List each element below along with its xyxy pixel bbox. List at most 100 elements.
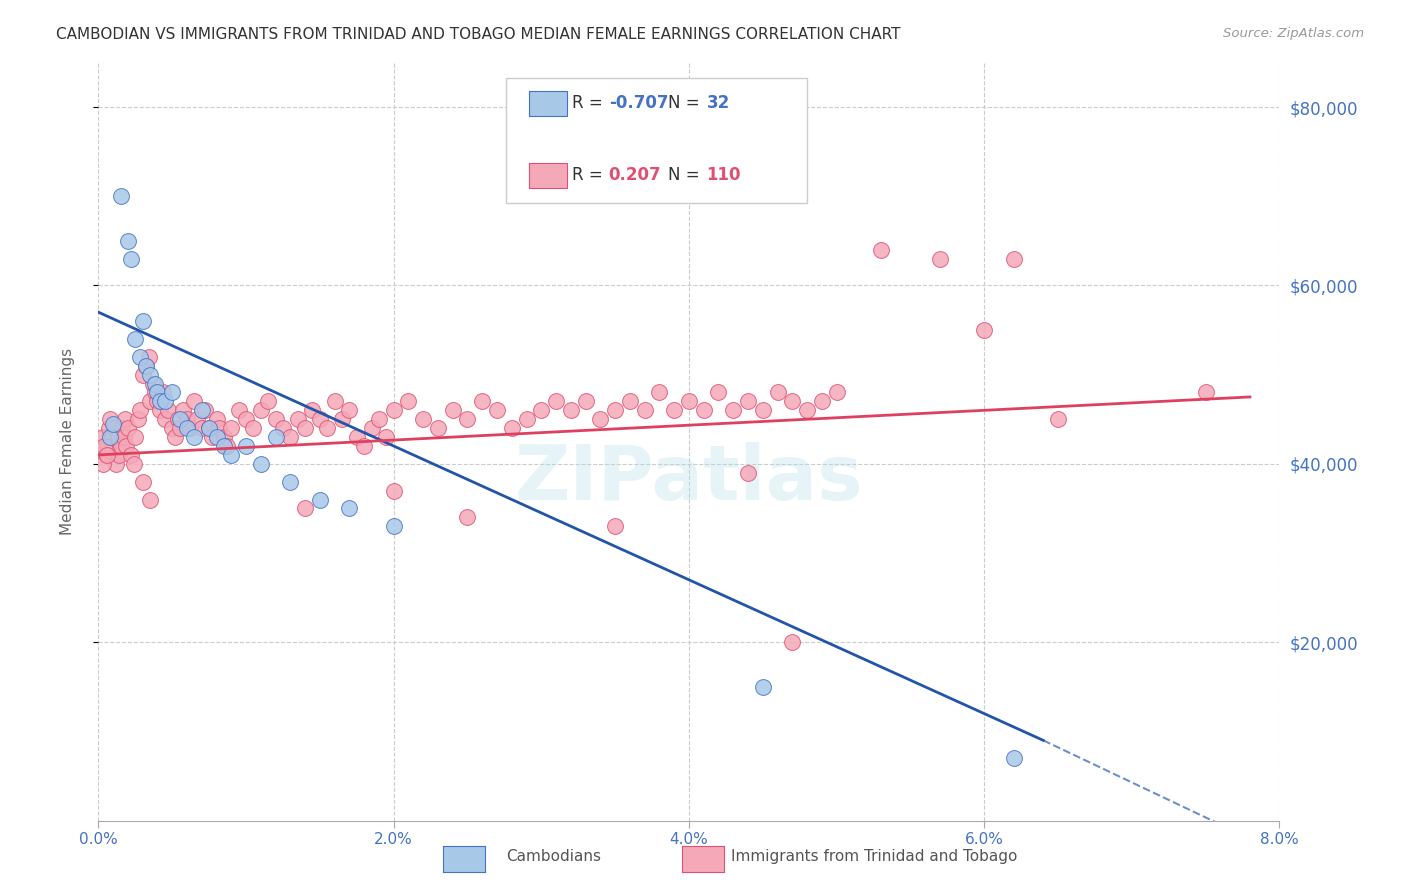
Point [205, 412, 228, 426]
Point [149, 394, 172, 409]
Point [530, 403, 553, 417]
Point [486, 403, 509, 417]
Point [382, 403, 405, 417]
Point [471, 394, 494, 409]
Point [353, 439, 375, 453]
Point [132, 314, 155, 328]
Point [294, 421, 316, 435]
Point [605, 519, 627, 533]
Point [382, 519, 405, 533]
Y-axis label: Median Female Earnings: Median Female Earnings [60, 348, 75, 535]
Text: N =: N = [668, 167, 704, 185]
Point [212, 430, 235, 444]
Point [664, 403, 686, 417]
Point [201, 430, 224, 444]
Point [1002, 751, 1025, 765]
Point [294, 501, 316, 516]
Text: N =: N = [668, 95, 704, 112]
Point [97, 421, 120, 435]
Point [605, 403, 627, 417]
Point [398, 394, 420, 409]
Point [183, 394, 205, 409]
Point [104, 421, 127, 435]
Point [264, 430, 287, 444]
Text: 0.207: 0.207 [609, 167, 661, 185]
Point [208, 421, 231, 435]
Point [723, 403, 745, 417]
Point [752, 403, 775, 417]
Point [825, 385, 848, 400]
Text: 32: 32 [707, 95, 730, 112]
Point [146, 385, 169, 400]
Point [782, 635, 804, 649]
Point [169, 412, 191, 426]
Point [235, 412, 257, 426]
Point [120, 252, 142, 266]
Point [139, 368, 162, 382]
Point [110, 189, 132, 203]
Point [115, 439, 138, 453]
Point [257, 394, 280, 409]
Point [1195, 385, 1218, 400]
Text: Immigrants from Trinidad and Tobago: Immigrants from Trinidad and Tobago [731, 849, 1018, 863]
Point [110, 439, 132, 453]
Point [375, 430, 398, 444]
Point [128, 403, 150, 417]
Point [122, 457, 145, 471]
Point [309, 412, 332, 426]
Point [782, 394, 804, 409]
Point [693, 403, 716, 417]
Point [138, 350, 160, 364]
Point [457, 510, 479, 524]
Text: 110: 110 [707, 167, 741, 185]
Point [132, 368, 155, 382]
Point [139, 394, 162, 409]
Point [98, 430, 121, 444]
Point [169, 421, 191, 435]
Text: Cambodians: Cambodians [506, 849, 602, 863]
FancyBboxPatch shape [506, 78, 807, 202]
Point [235, 439, 257, 453]
Point [183, 430, 205, 444]
Point [179, 421, 201, 435]
Point [1002, 252, 1025, 266]
Point [339, 403, 361, 417]
Point [103, 439, 125, 453]
Point [146, 394, 169, 409]
Point [143, 385, 166, 400]
Point [212, 439, 235, 453]
Point [501, 421, 523, 435]
Point [135, 359, 157, 373]
Point [271, 421, 294, 435]
Point [117, 421, 139, 435]
Point [162, 385, 183, 400]
Point [153, 394, 176, 409]
Point [94, 448, 117, 462]
Point [124, 430, 146, 444]
Point [287, 412, 309, 426]
Point [316, 421, 339, 435]
Point [91, 457, 114, 471]
Point [346, 430, 368, 444]
Point [737, 394, 759, 409]
Point [678, 394, 700, 409]
Point [167, 412, 190, 426]
Text: CAMBODIAN VS IMMIGRANTS FROM TRINIDAD AND TOBAGO MEDIAN FEMALE EARNINGS CORRELAT: CAMBODIAN VS IMMIGRANTS FROM TRINIDAD AN… [56, 27, 901, 42]
Point [221, 448, 243, 462]
Text: Source: ZipAtlas.com: Source: ZipAtlas.com [1223, 27, 1364, 40]
Text: R =: R = [572, 167, 613, 185]
Point [153, 412, 176, 426]
Point [172, 403, 194, 417]
Point [135, 359, 157, 373]
Point [301, 403, 323, 417]
Point [929, 252, 952, 266]
Point [707, 385, 730, 400]
Point [1046, 412, 1070, 426]
Point [139, 492, 162, 507]
Point [250, 457, 273, 471]
Point [752, 680, 775, 694]
Point [191, 421, 214, 435]
Point [98, 412, 121, 426]
Point [91, 430, 114, 444]
Point [427, 421, 450, 435]
